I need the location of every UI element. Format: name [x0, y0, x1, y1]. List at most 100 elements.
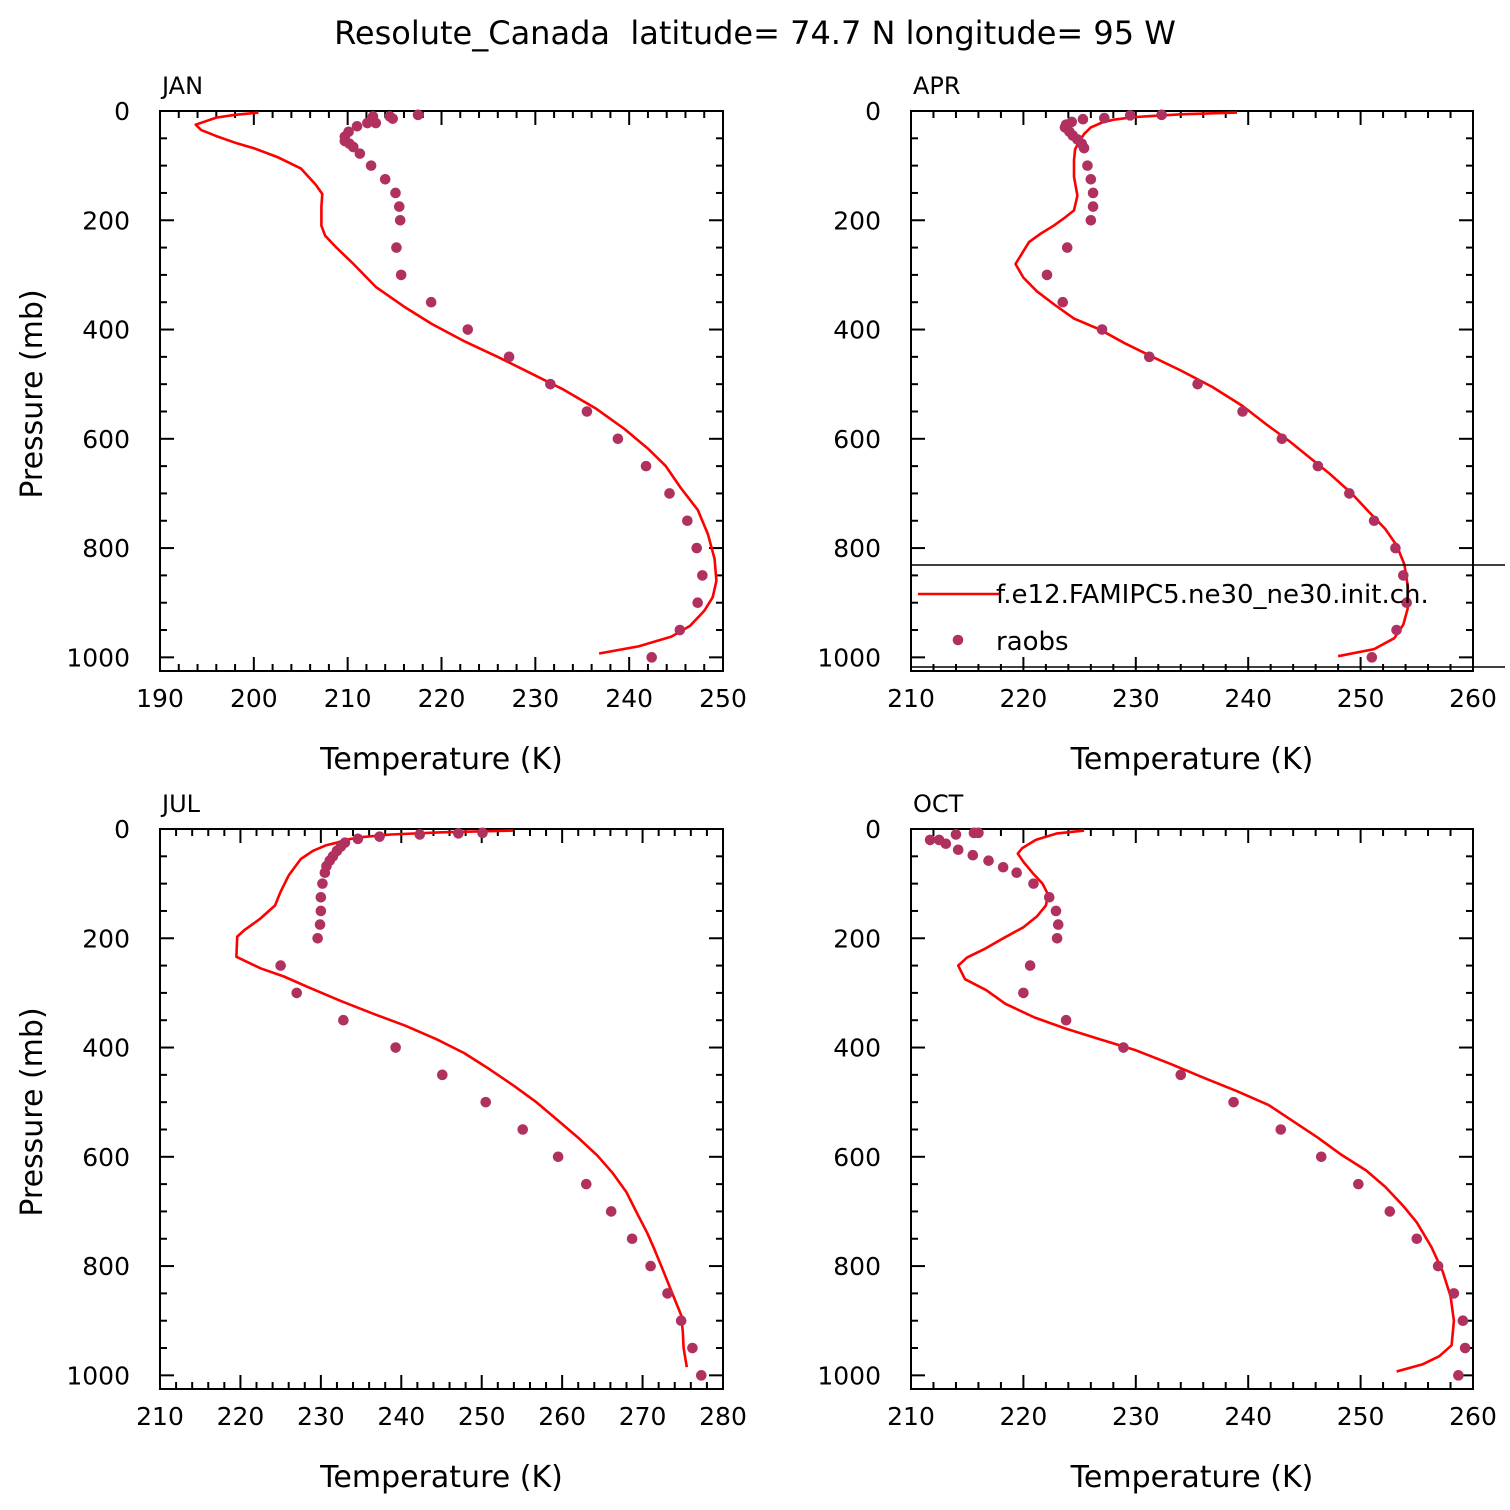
raobs-point	[1384, 1206, 1396, 1217]
raobs-point	[374, 831, 385, 842]
raobs-point	[1043, 891, 1055, 903]
raobs-point	[662, 1288, 673, 1299]
raobs-point	[480, 1096, 492, 1108]
plot-frame	[910, 828, 1474, 1390]
raobs-point	[365, 160, 377, 171]
y-tick-label: 0	[865, 97, 881, 126]
raobs-point	[352, 833, 364, 845]
raobs-point	[425, 296, 437, 308]
raobs-point	[384, 111, 396, 122]
raobs-point	[477, 827, 488, 839]
raobs-point	[1276, 433, 1288, 445]
x-tick-label: 260	[1449, 684, 1497, 713]
raobs-point	[412, 109, 424, 121]
x-tick-label: 250	[699, 684, 747, 713]
raobs-point	[414, 829, 426, 840]
y-tick-label: 1000	[66, 1361, 130, 1390]
figure-title: Resolute_Canada latitude= 74.7 N longitu…	[334, 14, 1176, 52]
y-tick-label: 600	[833, 1143, 881, 1172]
raobs-point	[1028, 878, 1039, 889]
y-tick-label: 200	[833, 206, 881, 235]
y-tick-label: 400	[82, 316, 130, 345]
x-tick-label: 260	[1449, 1402, 1497, 1431]
raobs-point	[1082, 160, 1093, 171]
raobs-point	[462, 324, 474, 335]
y-tick-label: 600	[82, 425, 130, 454]
raobs-point	[1118, 1042, 1129, 1053]
x-tick-label: 210	[887, 684, 935, 713]
raobs-point	[391, 242, 402, 253]
y-tick-label: 200	[82, 924, 130, 953]
raobs-point	[692, 597, 703, 609]
raobs-point	[1060, 1014, 1072, 1026]
raobs-point	[291, 987, 303, 999]
raobs-point	[645, 1260, 656, 1272]
x-tick-label: 200	[230, 684, 278, 713]
y-tick-label: 0	[114, 97, 130, 126]
y-tick-label: 200	[82, 206, 130, 235]
panel-jan: 190 200 210 220 230 240 250 0 200 400 600 800 1000 Te…	[15, 72, 747, 777]
y-tick-label: 1000	[817, 643, 881, 672]
raobs-point	[317, 878, 328, 889]
y-tick-label: 400	[833, 316, 881, 345]
raobs-point	[664, 488, 675, 499]
x-tick-label: 210	[136, 1402, 184, 1431]
raobs-point	[395, 269, 407, 281]
x-tick-label: 250	[1337, 1402, 1385, 1431]
x-axis-label: Temperature (K)	[1070, 1460, 1314, 1495]
y-tick-label: 800	[82, 534, 130, 563]
raobs-point	[626, 1233, 638, 1245]
panel-label: OCT	[913, 790, 964, 818]
raobs-point	[1401, 597, 1412, 609]
raobs-point	[1096, 324, 1108, 335]
y-tick-label: 1000	[817, 1361, 881, 1390]
raobs-point	[453, 828, 464, 839]
raobs-point	[315, 891, 327, 903]
raobs-point	[687, 1342, 698, 1354]
panel-label: APR	[913, 72, 961, 100]
raobs-point	[1175, 1069, 1187, 1081]
raobs-point	[517, 1124, 529, 1135]
raobs-point	[319, 867, 331, 879]
y-tick-label: 800	[833, 1252, 881, 1281]
plot-frame	[910, 110, 1474, 672]
model-profile-line	[956, 829, 1456, 1373]
raobs-point	[952, 844, 964, 856]
raobs-point	[950, 829, 962, 840]
raobs-point	[1078, 142, 1090, 154]
x-tick-label: 220	[418, 684, 466, 713]
raobs-point	[924, 834, 936, 846]
raobs-point	[1143, 351, 1155, 363]
x-tick-label: 250	[458, 1402, 506, 1431]
x-axis-label: Temperature (K)	[1070, 742, 1314, 777]
raobs-point	[675, 1315, 687, 1327]
x-tick-label: 230	[1112, 684, 1160, 713]
raobs-point	[1459, 1342, 1471, 1354]
raobs-point	[1024, 960, 1036, 971]
raobs-point	[940, 838, 952, 850]
x-axis-label: Temperature (K)	[319, 742, 563, 777]
raobs-point	[1051, 932, 1063, 944]
raobs-point	[545, 378, 556, 390]
plot-frame	[159, 828, 724, 1390]
raobs-point	[640, 460, 652, 472]
raobs-point	[503, 351, 515, 363]
x-tick-label: 260	[538, 1402, 586, 1431]
panel-label: JUL	[160, 790, 201, 818]
raobs-point	[1050, 905, 1062, 917]
raobs-point	[1390, 542, 1401, 554]
legend-marker-swatch	[952, 634, 964, 646]
raobs-point	[1344, 488, 1355, 499]
raobs-point	[1156, 109, 1167, 121]
y-tick-label: 200	[833, 924, 881, 953]
y-tick-label: 800	[833, 534, 881, 563]
raobs-point	[967, 849, 979, 861]
raobs-point	[674, 624, 686, 636]
x-tick-label: 230	[297, 1402, 345, 1431]
raobs-point	[968, 827, 980, 839]
raobs-point	[314, 919, 326, 930]
raobs-point	[1432, 1260, 1444, 1272]
raobs-point	[691, 542, 703, 554]
raobs-point	[393, 201, 405, 212]
legend-label-model: f.e12.FAMIPC5.ne30_ne30.init.ch.	[996, 580, 1429, 610]
